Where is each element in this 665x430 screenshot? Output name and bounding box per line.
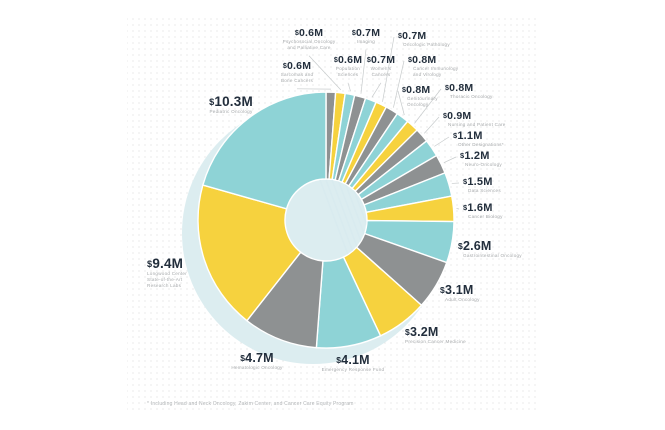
slice-longwood-center-research-labs (197, 184, 302, 322)
leader-line-imaging (360, 49, 367, 94)
leader-line-cancer-immunology-and-virology (393, 60, 405, 108)
leader-line-womens-cancers (371, 82, 382, 98)
leader-line-nursing-and-patient-care (424, 116, 440, 134)
hatch-line (319, 179, 351, 261)
leader-line-population-sciences (347, 82, 351, 92)
hatch-line (349, 179, 367, 261)
leader-line-cancer-biology (456, 208, 460, 210)
chart-footnote: * Including Head and Neck Oncology, Zaki… (147, 401, 354, 407)
leader-line-neuro-oncology (443, 156, 457, 164)
hatch-line (343, 179, 367, 261)
hatch-line (325, 179, 357, 261)
leader-lines (296, 36, 460, 210)
donut-slices (197, 91, 455, 349)
leader-line-genitourinary-oncology (397, 90, 405, 116)
leader-line-psychosocial-oncology-and-palliative-care (308, 55, 342, 91)
leader-line-oncologic-pathology (382, 36, 395, 102)
slice-pediatric-oncology (201, 91, 327, 210)
leader-line-other-designations (434, 136, 450, 147)
leader-line-thoracic-oncology (414, 88, 442, 124)
